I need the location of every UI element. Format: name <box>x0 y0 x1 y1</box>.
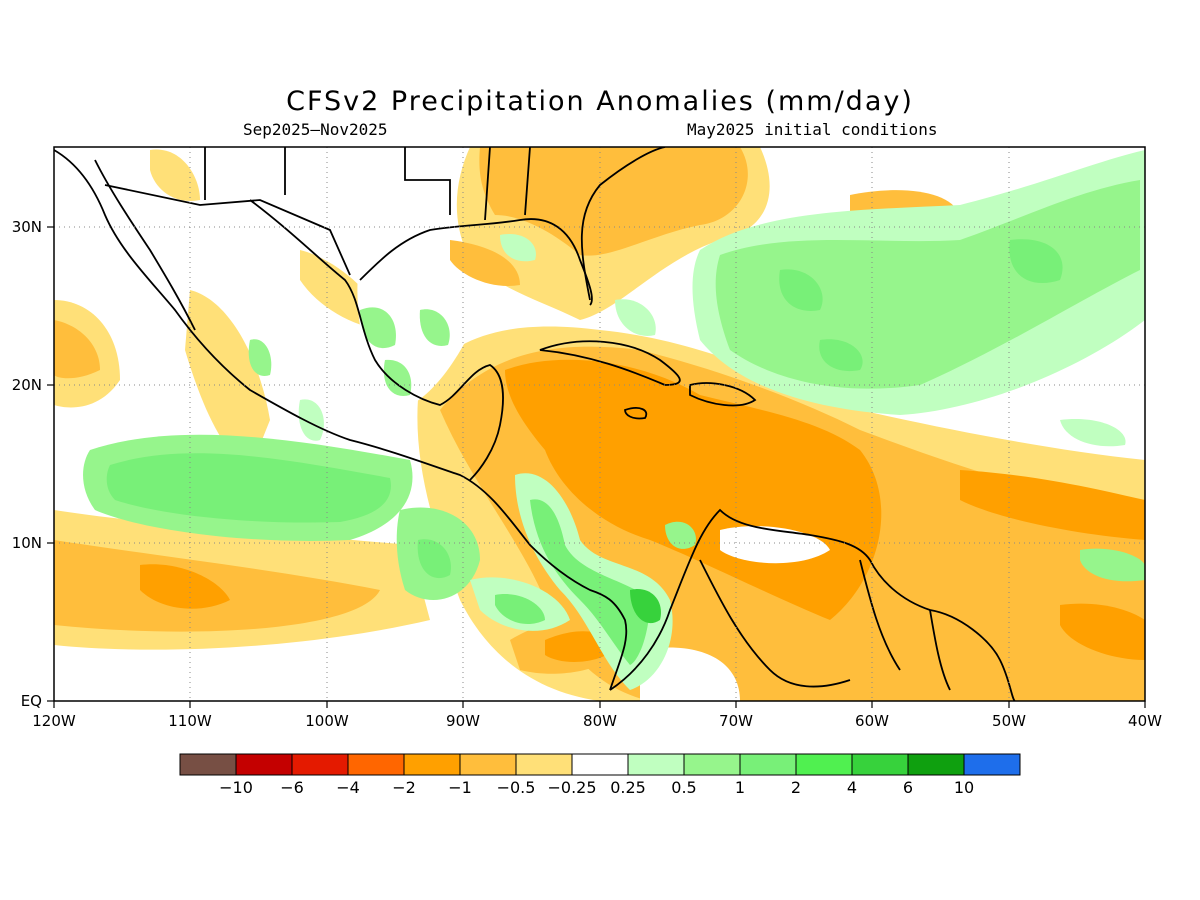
colorbar-label: −2 <box>392 778 416 797</box>
anomaly-region <box>500 234 536 262</box>
anomaly-region <box>185 290 270 470</box>
anomaly-region <box>630 589 661 624</box>
coastline-us-east <box>580 147 666 301</box>
coastline-gulf <box>249 199 504 481</box>
colorbar-swatch <box>571 753 629 776</box>
lon-label: 50W <box>992 712 1026 730</box>
lon-label: 100W <box>305 712 349 730</box>
colorbar-label: 1 <box>735 778 745 797</box>
anomaly-region <box>417 539 451 579</box>
colorbar-label: −0.25 <box>547 778 596 797</box>
anomaly-region <box>640 647 740 701</box>
lon-label: 40W <box>1128 712 1162 730</box>
colorbar-label: −10 <box>219 778 253 797</box>
lon-label: 60W <box>855 712 889 730</box>
coastline-venezuela-border <box>699 559 851 688</box>
lon-label: 70W <box>719 712 753 730</box>
anomaly-region <box>150 149 200 201</box>
anomaly-region <box>665 521 696 549</box>
axis-ticks <box>47 226 1146 708</box>
map-title: CFSv2 Precipitation Anomalies (mm/day) <box>286 86 914 117</box>
lon-label: 120W <box>32 712 76 730</box>
anomaly-region <box>450 240 520 286</box>
colorbar-label: 2 <box>791 778 801 797</box>
anomaly-region <box>1060 419 1126 447</box>
colorbar-swatch <box>291 753 349 776</box>
anomaly-region <box>1009 239 1063 284</box>
colorbar-swatch <box>459 753 517 776</box>
anomaly-field <box>54 147 1145 701</box>
colorbar-swatch <box>235 753 293 776</box>
forecast-period: Sep2025–Nov2025 <box>243 120 388 139</box>
anomaly-region <box>715 180 1140 389</box>
colorbar-swatch <box>179 753 237 776</box>
colorbar-label: 0.25 <box>610 778 646 797</box>
anomaly-region <box>419 309 450 346</box>
colorbar-swatch <box>907 753 965 776</box>
anomaly-region <box>779 269 823 311</box>
lat-label: EQ <box>21 692 42 710</box>
coastline-hispaniola <box>689 382 757 407</box>
coastline-guianas <box>859 559 951 691</box>
colorbar-swatch <box>851 753 909 776</box>
anomaly-region <box>530 499 650 665</box>
lat-label: 30N <box>12 218 42 236</box>
colorbar-label: −1 <box>448 778 472 797</box>
anomaly-region <box>140 564 230 609</box>
anomaly-region <box>383 359 412 396</box>
coastlines <box>54 147 1016 701</box>
anomaly-region <box>819 339 863 372</box>
colorbar-swatch <box>795 753 853 776</box>
colorbar-label: −4 <box>336 778 360 797</box>
lon-label: 90W <box>446 712 480 730</box>
anomaly-region <box>298 399 324 441</box>
colorbar-swatch <box>739 753 797 776</box>
coastline-cuba <box>539 340 681 386</box>
colorbar-swatch <box>683 753 741 776</box>
anomaly-region <box>495 594 545 625</box>
initial-conditions: May2025 initial conditions <box>687 120 938 139</box>
colorbar-label: −0.5 <box>497 778 536 797</box>
anomaly-region <box>615 299 656 336</box>
colorbar-swatch <box>515 753 573 776</box>
anomaly-region <box>54 320 100 379</box>
colorbar-label: 0.5 <box>671 778 696 797</box>
anomaly-region <box>360 307 396 349</box>
anomaly-region <box>106 453 391 523</box>
lat-label: 20N <box>12 376 42 394</box>
colorbar-swatch <box>627 753 685 776</box>
anomaly-region <box>720 526 830 564</box>
coastline-south-america <box>609 508 1016 701</box>
coastline-mexico-pacific <box>54 149 628 691</box>
colorbar-swatch <box>963 753 1021 776</box>
colorbar-label: −6 <box>280 778 304 797</box>
lat-label: 10N <box>12 534 42 552</box>
colorbar-swatch <box>403 753 461 776</box>
colorbar-label: 10 <box>954 778 974 797</box>
anomaly-region <box>479 147 748 256</box>
colorbar-label: 4 <box>847 778 857 797</box>
gridlines <box>54 147 1145 701</box>
colorbar-label: 6 <box>903 778 913 797</box>
anomaly-region <box>960 470 1145 540</box>
anomaly-region <box>1080 548 1145 582</box>
colorbar: −10 −6 −4 −2 −1 −0.5 −0.25 0.25 0.5 1 2 4 6 10 <box>179 753 1021 797</box>
coastline-jamaica <box>624 407 648 420</box>
colorbar-swatch <box>347 753 405 776</box>
lon-label: 80W <box>583 712 617 730</box>
anomaly-region <box>248 339 272 376</box>
lon-label: 110W <box>168 712 212 730</box>
anomaly-region <box>1060 603 1145 660</box>
border-us-states <box>204 147 531 221</box>
border-us-mexico <box>104 184 351 276</box>
